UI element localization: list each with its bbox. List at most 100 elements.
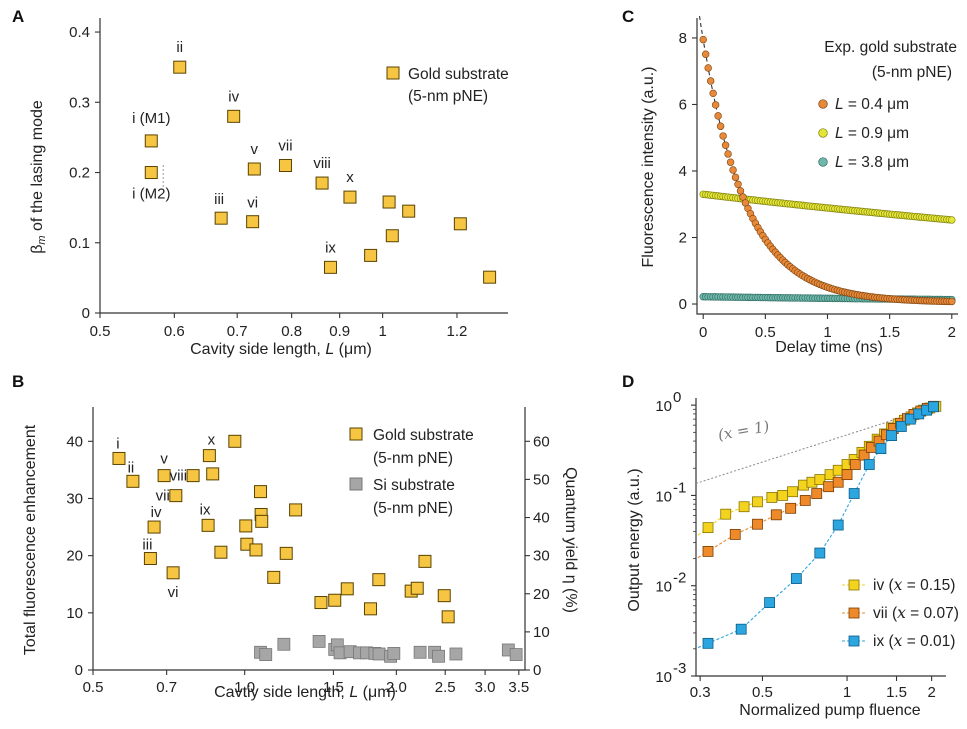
- panel-letter-d: D: [622, 372, 634, 391]
- panel-b-y-right-tick-label: 40: [533, 510, 550, 527]
- panel-c-legend-title-2: (5-nm pNE): [872, 64, 952, 81]
- panel-b-gold-point: [186, 469, 200, 483]
- panel-d-data-point: [841, 469, 853, 481]
- panel-b-gold-point: [112, 451, 126, 465]
- panel-a-y-tick-label: 0.2: [69, 165, 90, 182]
- panel-d-legend-label: ix (x = 0.01): [873, 632, 955, 650]
- panel-c-y-tick-label: 8: [679, 30, 687, 47]
- panel-d-legend-label: vii (x = 0.07): [873, 604, 959, 622]
- panel-b-chart: 0.5 0.7 1.0 1.5 2.0 2.5 3.0 3.50102030400102030…: [22, 407, 579, 701]
- panel-d-legend-marker: [848, 635, 860, 647]
- panel-d-data-point: [848, 488, 860, 499]
- panel-d-data-point: [729, 529, 741, 540]
- panel-b-si-point: [312, 635, 326, 648]
- panel-b-y-tick-label: 10: [66, 605, 83, 622]
- panel-b-point-label: i: [116, 435, 119, 452]
- panel-d-y-tick-label: 10: [655, 488, 672, 505]
- panel-b-si-point: [449, 647, 463, 661]
- panel-b-x-tick-label: 1.0: [234, 679, 255, 696]
- panel-b-gold-point: [372, 573, 386, 587]
- panel-b-gold-point: [267, 570, 281, 584]
- panel-c-x-tick-label: 1.5: [879, 324, 900, 341]
- panel-d-data-point: [766, 492, 778, 503]
- panel-c-data-point: [726, 158, 735, 166]
- panel-c-legend-title-1: Exp. gold substrate: [824, 39, 957, 56]
- panel-b-x-tick-label: 0.7: [156, 679, 177, 696]
- panel-a-y-tick-label: 0.4: [69, 24, 90, 41]
- panel-b-legend-si-marker: [349, 477, 363, 491]
- panel-a-data-point: [214, 211, 228, 225]
- panel-c-axes: [696, 18, 958, 315]
- panel-d-data-point: [702, 637, 714, 649]
- panel-b-si-point: [509, 648, 523, 661]
- panel-a-axes: [99, 18, 508, 314]
- panel-a-data-point: [343, 190, 357, 204]
- panel-b-y-tick-label: 0: [75, 662, 83, 679]
- panel-d-legend-marker: [848, 579, 860, 591]
- panel-d-data-point: [787, 486, 798, 498]
- panel-c-data-point: [721, 141, 730, 149]
- panel-c-data-point: [724, 150, 732, 158]
- panel-c-data-point: [704, 64, 712, 72]
- panel-b-gold-point: [437, 589, 451, 603]
- panel-c-y-tick-label: 0: [679, 296, 687, 313]
- panel-c-legend: Exp. gold substrate (5-nm pNE) L = 0.4 μ…: [818, 39, 957, 171]
- panel-c-data-point: [948, 297, 956, 306]
- panel-a-point-label: i (M2): [132, 186, 170, 203]
- panel-b-gold-point: [254, 485, 268, 499]
- panel-c-x-tick-label: 0.5: [755, 324, 776, 341]
- panel-c-data-point: [731, 173, 740, 182]
- panel-d-x-tick-label: 0.3: [690, 684, 711, 701]
- panel-d-y-tick-exponent: 0: [673, 389, 681, 406]
- panel-a-point-label: v: [251, 141, 259, 158]
- panel-a-x-tick-label: 0.6: [164, 323, 185, 340]
- panel-d-data-point: [777, 490, 789, 501]
- panel-b-gold-point: [279, 546, 293, 560]
- panel-d-data-point: [735, 623, 747, 635]
- panel-a-data-point: [278, 159, 292, 172]
- panel-b-y-tick-label: 20: [66, 548, 83, 565]
- panel-b-point-label: vi: [168, 584, 179, 601]
- panel-d-data-point: [928, 401, 939, 413]
- panel-b-y-tick-label: 40: [66, 433, 83, 450]
- panel-d-y-axis-label: Output energy (a.u.): [626, 468, 643, 611]
- panel-c-x-tick-label: 2: [948, 324, 956, 341]
- panel-b-legend-gold-marker: [349, 427, 363, 441]
- panel-b-x-tick-label: 3.5: [508, 679, 529, 696]
- panel-a-point-label: vi: [247, 195, 258, 212]
- panel-a-x-tick-label: 1.2: [447, 323, 468, 340]
- panel-d-data-point: [790, 573, 802, 584]
- panel-b-x-tick-label: 1.5: [323, 679, 344, 696]
- panel-a-data-point: [144, 134, 158, 148]
- panel-b-gold-point: [157, 469, 171, 483]
- panel-a-legend-line2: (5-nm pNE): [408, 88, 488, 105]
- panel-a-y-axis-label: βm of the lasing mode: [29, 100, 48, 254]
- panel-c-data-point: [706, 77, 715, 85]
- panel-b-y-tick-label: 30: [66, 490, 83, 507]
- panel-c-data-point: [716, 122, 725, 130]
- panel-c-data-point: [734, 180, 742, 189]
- panel-a-data-point: [247, 162, 261, 176]
- panel-a-data-point: [227, 109, 241, 123]
- panel-d-data-point: [738, 501, 750, 513]
- panel-b-gold-point: [228, 434, 242, 448]
- panel-b-legend-gold: Gold substrate: [373, 427, 474, 444]
- panel-d-y-tick-label: 10: [655, 579, 672, 596]
- panel-c-legend-marker-1: [818, 99, 828, 109]
- panel-b-y-right-axis-label: Quantum yield η (%): [562, 467, 579, 613]
- panel-c-legend-1: L = 0.4 μm: [835, 96, 909, 113]
- panel-a-data-point: [453, 217, 467, 231]
- panel-c-chart: 0 0.5 1 1.5 2 0 2 4 6 8 Exp. gold substrate (5-nm…: [640, 16, 958, 356]
- panel-b-x-tick-label: 0.5: [83, 679, 104, 696]
- panel-b-si-point: [413, 645, 427, 659]
- panel-a-y-tick-label: 0: [82, 305, 90, 322]
- panel-a-data-point: [173, 60, 187, 74]
- panel-b-gold-point: [169, 489, 183, 503]
- panel-b-gold-point: [166, 566, 180, 580]
- panel-a-point-label: x: [346, 169, 354, 186]
- panel-b-gold-point: [441, 610, 455, 624]
- panel-a-data-point: [246, 215, 260, 229]
- panel-b-gold-point: [340, 582, 354, 596]
- panel-b-gold-point: [206, 467, 220, 481]
